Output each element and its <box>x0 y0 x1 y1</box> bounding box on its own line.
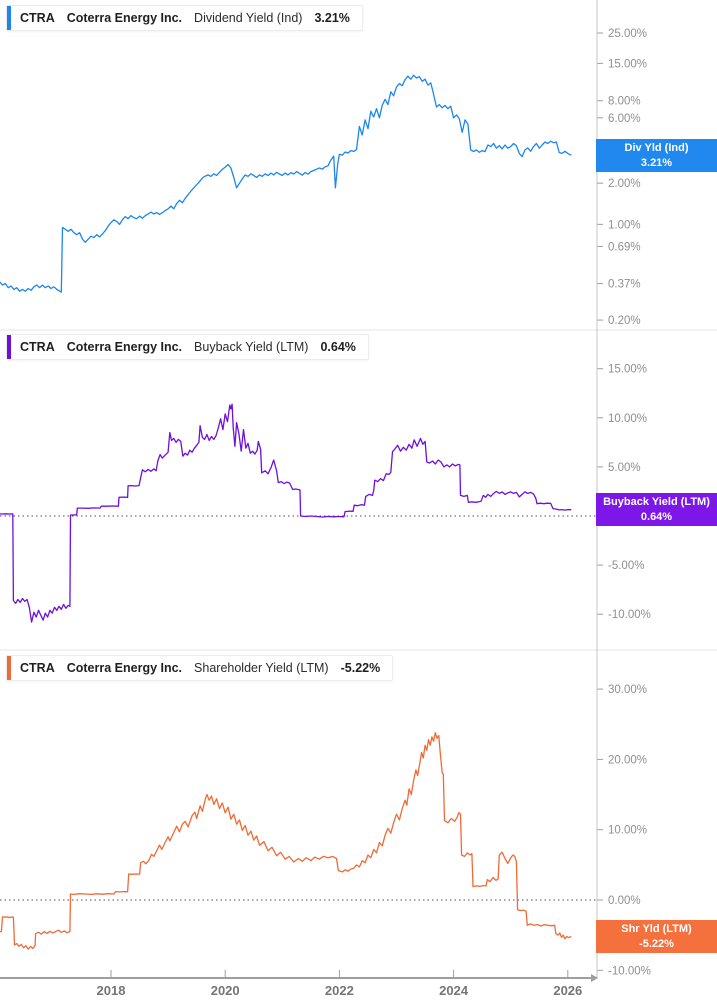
panel2-y-tick-label: 5.00% <box>608 462 641 474</box>
panel3-title-box: CTRA Coterra Energy Inc. Shareholder Yie… <box>6 655 394 681</box>
panel3-badge-value: -5.22% <box>639 937 674 950</box>
panel2-last-value-badge: Buyback Yield (LTM) 0.64% <box>596 493 717 526</box>
panel2-y-tick-label: -10.00% <box>608 609 651 621</box>
panel3-metric: Shareholder Yield (LTM) <box>194 661 329 675</box>
x-axis-label-2024: 2024 <box>439 983 469 998</box>
panel1-accent-bar <box>7 6 11 30</box>
panel2-company: Coterra Energy Inc. <box>66 340 183 354</box>
panel2-y-tick-label: 10.00% <box>608 413 647 425</box>
panel3-y-tick-label: 30.00% <box>608 684 647 696</box>
panel3-y-tick-label: 20.00% <box>608 754 647 766</box>
x-axis-label-2020: 2020 <box>210 983 240 998</box>
panel2-badge-value: 0.64% <box>640 510 673 523</box>
panel3-accent-bar <box>7 656 11 680</box>
panel1-y-tick-label: 0.20% <box>608 315 641 327</box>
panel3-y-tick-label: -10.00% <box>608 965 651 977</box>
panel3-value: -5.22% <box>340 661 381 675</box>
panel3-last-value-badge: Shr Yld (LTM) -5.22% <box>596 920 717 953</box>
panel2-y-tick-label: 15.00% <box>608 364 647 376</box>
panel2-badge-label: Buyback Yield (LTM) <box>603 496 710 509</box>
panel1-y-tick-label: 0.37% <box>608 278 641 290</box>
panel3-y-tick-label: 10.00% <box>608 825 647 837</box>
panel2-y-tick-label: -5.00% <box>608 560 644 572</box>
panel1-last-value-badge: Div Yld (Ind) 3.21% <box>596 139 717 172</box>
panel1-y-tick-label: 0.69% <box>608 241 641 253</box>
panel3-badge-label: Shr Yld (LTM) <box>621 923 692 936</box>
panel3-ticker: CTRA <box>20 661 55 675</box>
x-axis-label-2022: 2022 <box>324 983 354 998</box>
panel1-badge-label: Div Yld (Ind) <box>624 142 689 155</box>
panel3-y-tick-label: 0.00% <box>608 895 641 907</box>
panel1-y-tick-label: 6.00% <box>608 113 641 125</box>
panel1-title-box: CTRA Coterra Energy Inc. Dividend Yield … <box>6 5 363 31</box>
panel2-value: 0.64% <box>320 340 356 354</box>
panel3-company: Coterra Energy Inc. <box>66 661 183 675</box>
panel2-metric: Buyback Yield (LTM) <box>194 340 309 354</box>
panel1-y-tick-label: 2.00% <box>608 178 641 190</box>
panel1-value: 3.21% <box>314 11 350 25</box>
panel1-y-tick-label: 25.00% <box>608 28 647 40</box>
panel2-ticker: CTRA <box>20 340 55 354</box>
panel1-badge-value: 3.21% <box>640 156 673 169</box>
panel1-y-tick-label: 15.00% <box>608 58 647 70</box>
panel1-y-tick-label: 8.00% <box>608 96 641 108</box>
x-axis-label-2026: 2026 <box>553 983 583 998</box>
x-axis-label-2018: 2018 <box>96 983 126 998</box>
panel1-ticker: CTRA <box>20 11 55 25</box>
panel1-metric: Dividend Yield (Ind) <box>194 11 303 25</box>
panel2-accent-bar <box>7 335 11 359</box>
panel1-company: Coterra Energy Inc. <box>66 11 183 25</box>
panel1-y-tick-label: 1.00% <box>608 219 641 231</box>
panel2-title-box: CTRA Coterra Energy Inc. Buyback Yield (… <box>6 334 369 360</box>
